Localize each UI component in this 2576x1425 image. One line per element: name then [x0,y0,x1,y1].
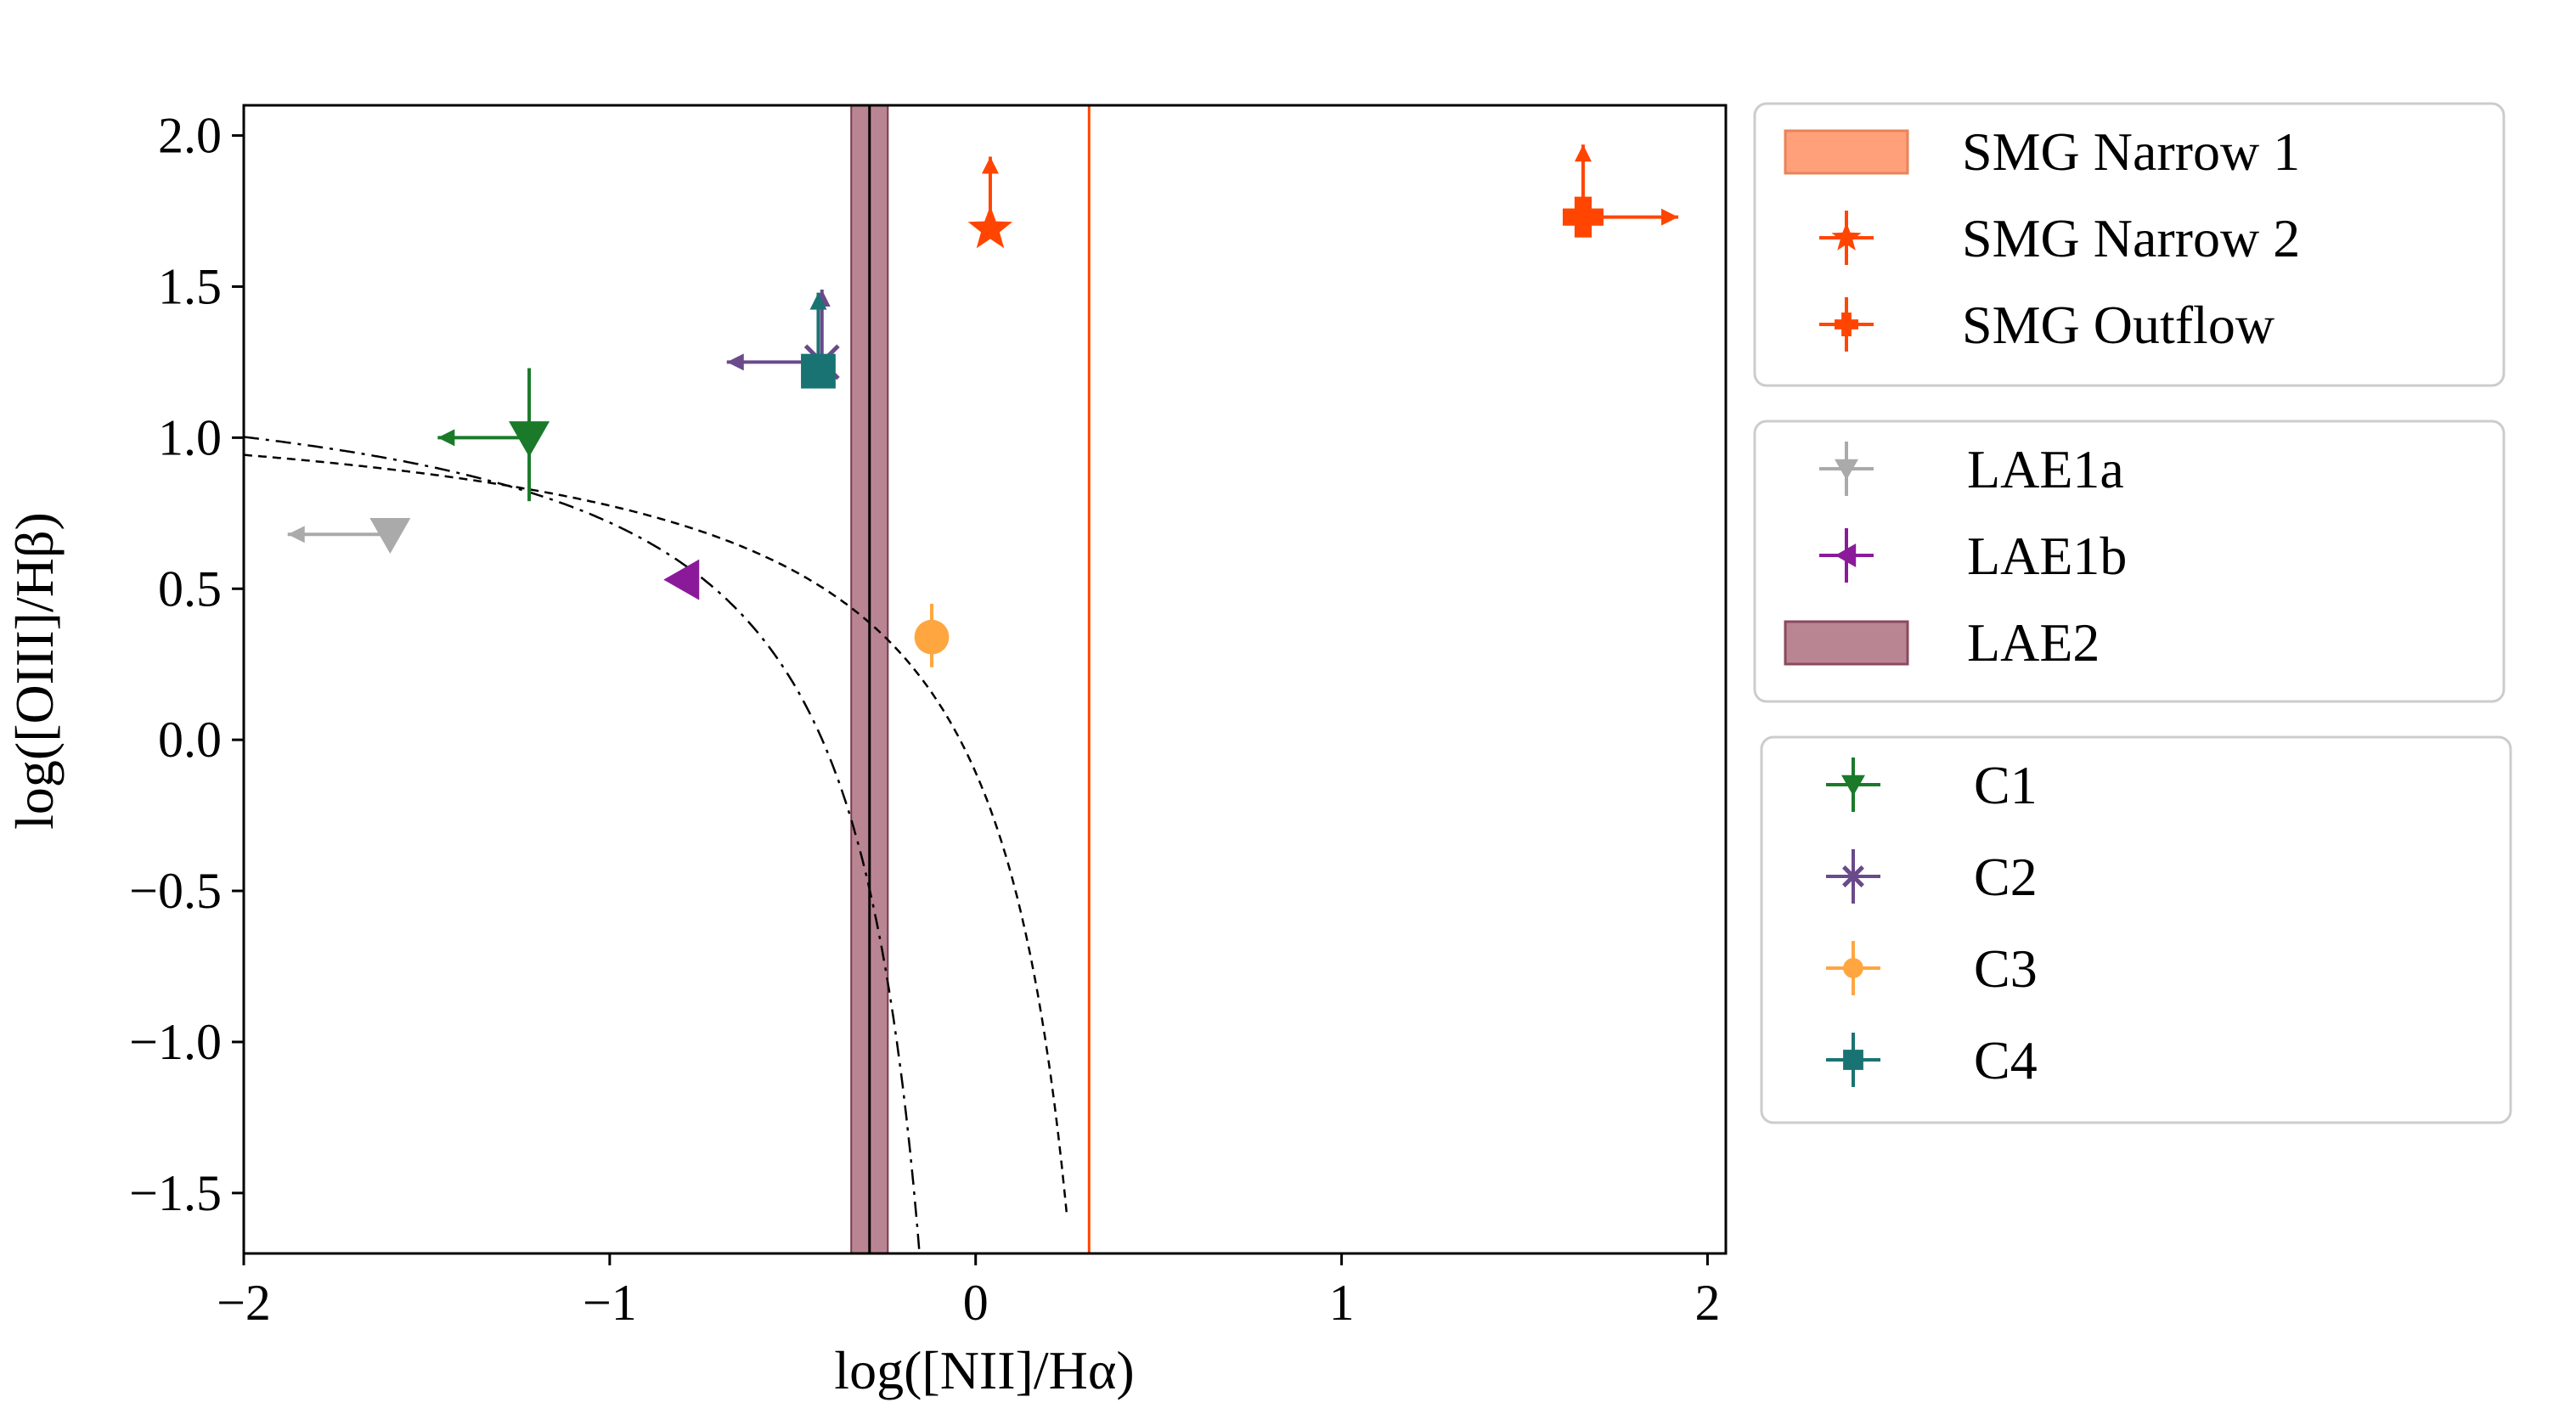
marker [663,559,700,600]
legend-marker [1843,958,1863,978]
legend-label: C4 [1974,1030,2038,1090]
limit-arrow-left [437,429,530,447]
y-axis-label: log([OIII]/Hβ) [4,512,65,830]
x-axis-label: log([NII]/Hα) [834,1340,1134,1400]
legend-box-3: C1 C2 C3 C4 [1760,735,2512,1124]
legend-label: C3 [1974,938,2038,999]
legend-marker [1835,459,1858,481]
x-tick-label: −1 [583,1275,637,1331]
legend-label: SMG Narrow 2 [1962,208,2300,268]
legend-label: SMG Outflow [1962,295,2274,355]
legend-frame [1753,102,2506,387]
legend-frame [1760,735,2512,1124]
legend-entry: SMG Narrow 2 [1819,208,2300,268]
y-tick-label: −1.5 [129,1165,222,1221]
legend-marker [1843,1050,1863,1070]
legend-entry: C2 [1826,847,2038,907]
limit-arrow-left [287,526,391,544]
legend-label: LAE1a [1967,439,2124,499]
legends: SMG Narrow 1 SMG Narrow 2 SMG Outflow LAE1a… [1753,102,2512,1124]
y-tick-label: 1.5 [158,258,222,314]
marker [914,619,950,655]
legend-entry: LAE1b [1819,526,2127,586]
marker [1562,196,1604,238]
y-tick-label: 1.0 [158,409,222,465]
y-tick-label: 0.0 [158,712,222,768]
legend-label: LAE2 [1967,612,2100,673]
reference-curve-kauffmann [244,436,921,1253]
legend-entry: LAE1a [1819,439,2124,499]
point-lae1a [287,518,411,555]
marker [369,518,411,555]
axes: −2 −1 0 1 2 2.0 1.5 1.0 0.5 0.0 −0.5 −1.0 −1.5 [129,108,1720,1331]
legend-entry: LAE2 [1784,612,2100,673]
y-tick-label: −0.5 [129,863,222,919]
x-tick-label: −2 [217,1275,271,1331]
marker [801,353,836,389]
x-tick-label: 0 [963,1275,989,1331]
legend-marker [1841,774,1865,797]
legend-label: LAE1b [1967,526,2127,586]
legend-label: SMG Narrow 1 [1962,121,2300,182]
point-c1 [437,368,550,502]
x-tick-label: 2 [1694,1275,1720,1331]
legend-entry: SMG Outflow [1819,295,2274,355]
legend-entry: SMG Narrow 1 [1784,121,2300,182]
legend-box-2: LAE1a LAE1b LAE2 [1753,420,2506,703]
legend-label: C2 [1974,847,2038,907]
x-tick-label: 1 [1329,1275,1355,1331]
legend-marker [1842,865,1864,887]
point-smg-outflow [1562,144,1678,238]
y-tick-label: 0.5 [158,560,222,617]
legend-box-1: SMG Narrow 1 SMG Narrow 2 SMG Outflow [1753,102,2506,387]
legend-patch [1784,129,1909,175]
point-smg-narrow-2 [967,156,1013,249]
point-c4 [801,292,836,389]
point-c3 [914,604,950,667]
plot-area [244,105,1678,1253]
legend-patch [1784,620,1909,666]
y-tick-label: −1.0 [129,1014,222,1070]
reference-curve-kewley [244,453,1068,1219]
plot-frame [242,104,1728,1255]
point-lae1b [663,559,700,600]
marker [509,421,550,458]
y-tick-label: 2.0 [158,108,222,164]
legend-entry: C4 [1826,1030,2038,1090]
legend-marker [1835,544,1857,567]
legend-entry: C3 [1826,938,2038,999]
marker [967,206,1013,249]
legend-entry: C1 [1826,755,2038,815]
legend-marker [1831,222,1862,251]
legend-label: C1 [1974,755,2038,815]
legend-frame [1753,420,2506,703]
legend-marker [1835,313,1858,336]
